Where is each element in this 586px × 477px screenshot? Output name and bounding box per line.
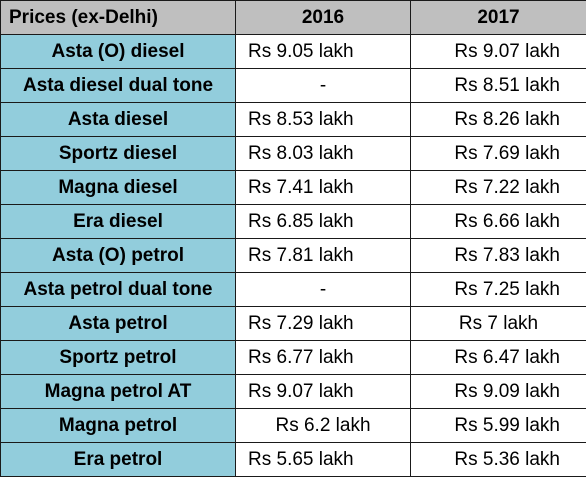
price-2017-cell: Rs 7.69 lakh <box>411 137 586 171</box>
price-2017-cell: Rs 6.66 lakh <box>411 205 586 239</box>
price-2016-cell: Rs 7.41 lakh <box>236 171 411 205</box>
model-name-cell: Asta petrol <box>1 307 236 341</box>
price-2017-cell: Rs 5.99 lakh <box>411 409 586 443</box>
model-name-cell: Era petrol <box>1 443 236 477</box>
price-2016-cell: Rs 7.81 lakh <box>236 239 411 273</box>
price-2017-cell: Rs 8.51 lakh <box>411 69 586 103</box>
model-name-cell: Magna petrol AT <box>1 375 236 409</box>
model-name-cell: Sportz diesel <box>1 137 236 171</box>
price-2016-cell: Rs 8.03 lakh <box>236 137 411 171</box>
price-2017-cell: Rs 7 lakh <box>411 307 586 341</box>
model-name-cell: Asta diesel <box>1 103 236 137</box>
price-2016-cell: Rs 9.07 lakh <box>236 375 411 409</box>
price-2016-cell: Rs 6.77 lakh <box>236 341 411 375</box>
model-name-cell: Asta (O) diesel <box>1 35 236 69</box>
header-prices-ex-delhi: Prices (ex-Delhi) <box>1 1 236 35</box>
price-2016-cell: Rs 8.53 lakh <box>236 103 411 137</box>
price-2016-cell: Rs 7.29 lakh <box>236 307 411 341</box>
table-header: Prices (ex-Delhi) 2016 2017 <box>1 1 586 35</box>
header-row: Prices (ex-Delhi) 2016 2017 <box>1 1 586 35</box>
price-2017-cell: Rs 7.25 lakh <box>411 273 586 307</box>
header-2017: 2017 <box>411 1 586 35</box>
price-2017-cell: Rs 7.22 lakh <box>411 171 586 205</box>
model-name-cell: Magna petrol <box>1 409 236 443</box>
price-2017-cell: Rs 6.47 lakh <box>411 341 586 375</box>
price-2017-cell: Rs 9.09 lakh <box>411 375 586 409</box>
price-2017-cell: Rs 7.83 lakh <box>411 239 586 273</box>
model-name-cell: Asta (O) petrol <box>1 239 236 273</box>
model-name-cell: Asta diesel dual tone <box>1 69 236 103</box>
model-name-cell: Era diesel <box>1 205 236 239</box>
model-name-cell: Sportz petrol <box>1 341 236 375</box>
price-2016-cell: Rs 5.65 lakh <box>236 443 411 477</box>
price-2016-cell: - <box>236 273 411 307</box>
model-name-cell: Asta petrol dual tone <box>1 273 236 307</box>
table-row: Asta diesel dual tone-Rs 8.51 lakh <box>1 69 586 103</box>
table-row: Asta petrol dual tone-Rs 7.25 lakh <box>1 273 586 307</box>
price-2016-cell: - <box>236 69 411 103</box>
header-2016: 2016 <box>236 1 411 35</box>
price-2016-cell: Rs 6.2 lakh <box>236 409 411 443</box>
price-2016-cell: Rs 6.85 lakh <box>236 205 411 239</box>
price-2016-cell: Rs 9.05 lakh <box>236 35 411 69</box>
price-2017-cell: Rs 8.26 lakh <box>411 103 586 137</box>
model-name-cell: Magna diesel <box>1 171 236 205</box>
price-2017-cell: Rs 9.07 lakh <box>411 35 586 69</box>
price-2017-cell: Rs 5.36 lakh <box>411 443 586 477</box>
